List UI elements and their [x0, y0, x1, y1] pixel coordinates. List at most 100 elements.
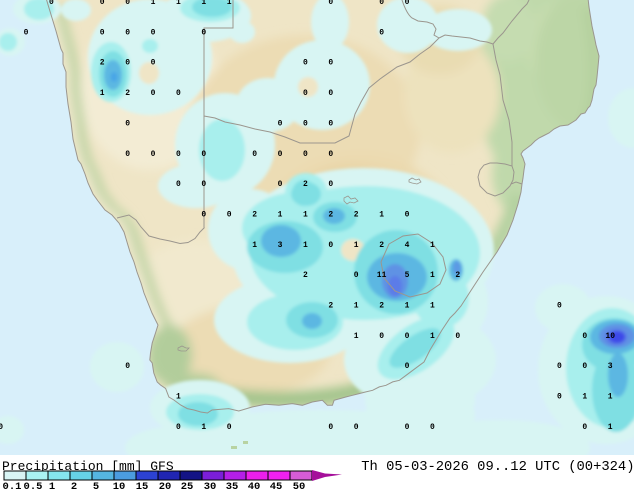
svg-text:0: 0: [379, 0, 384, 7]
svg-text:2: 2: [379, 302, 384, 311]
svg-text:0: 0: [201, 211, 206, 220]
svg-text:0: 0: [405, 211, 410, 220]
svg-text:1: 1: [227, 0, 232, 7]
svg-text:0: 0: [379, 28, 384, 37]
svg-text:1: 1: [379, 211, 384, 220]
svg-text:3: 3: [608, 362, 613, 371]
svg-text:1: 1: [176, 0, 181, 7]
svg-text:1: 1: [201, 423, 206, 432]
svg-text:0: 0: [582, 423, 587, 432]
svg-text:0: 0: [252, 150, 257, 159]
svg-text:0: 0: [328, 59, 333, 68]
svg-text:1: 1: [430, 302, 435, 311]
svg-text:50: 50: [293, 481, 306, 490]
svg-text:0: 0: [405, 423, 410, 432]
svg-text:0: 0: [303, 150, 308, 159]
svg-text:0: 0: [24, 28, 29, 37]
svg-text:Precipitation [mm] GFS: Precipitation [mm] GFS: [2, 459, 174, 474]
svg-text:1: 1: [430, 271, 435, 280]
svg-text:2: 2: [379, 241, 384, 250]
svg-text:0: 0: [176, 180, 181, 189]
svg-text:2: 2: [252, 211, 257, 220]
svg-text:1: 1: [303, 241, 308, 250]
svg-text:0: 0: [455, 332, 460, 341]
svg-text:10: 10: [605, 332, 615, 341]
svg-text:0: 0: [49, 0, 54, 7]
svg-text:0: 0: [328, 241, 333, 250]
svg-text:2: 2: [354, 211, 359, 220]
svg-text:3: 3: [278, 241, 283, 250]
svg-text:0: 0: [201, 180, 206, 189]
svg-text:0: 0: [125, 119, 130, 128]
svg-text:2: 2: [100, 59, 105, 68]
svg-text:0: 0: [278, 150, 283, 159]
svg-text:0: 0: [151, 89, 156, 98]
svg-text:0: 0: [176, 423, 181, 432]
svg-text:Th 05-03-2026 09..12 UTC (00+3: Th 05-03-2026 09..12 UTC (00+324): [361, 459, 634, 475]
svg-text:0: 0: [430, 423, 435, 432]
svg-text:0: 0: [405, 0, 410, 7]
svg-text:1: 1: [151, 0, 156, 7]
svg-text:0: 0: [354, 423, 359, 432]
svg-text:30: 30: [204, 481, 217, 490]
svg-text:0: 0: [176, 150, 181, 159]
svg-text:1: 1: [354, 241, 359, 250]
svg-text:5: 5: [405, 271, 410, 280]
svg-text:0: 0: [100, 0, 105, 7]
svg-text:0: 0: [125, 59, 130, 68]
svg-text:1: 1: [582, 393, 587, 402]
svg-text:0: 0: [379, 332, 384, 341]
svg-text:1: 1: [278, 211, 283, 220]
svg-text:0: 0: [328, 119, 333, 128]
svg-text:40: 40: [248, 481, 261, 490]
svg-text:1: 1: [430, 241, 435, 250]
svg-text:0: 0: [278, 119, 283, 128]
svg-text:2: 2: [303, 180, 308, 189]
svg-text:1: 1: [252, 241, 257, 250]
svg-text:0: 0: [125, 28, 130, 37]
svg-text:0: 0: [328, 423, 333, 432]
svg-text:45: 45: [270, 481, 283, 490]
svg-text:0: 0: [328, 89, 333, 98]
svg-text:0.1: 0.1: [3, 481, 22, 490]
svg-text:0: 0: [405, 332, 410, 341]
svg-text:1: 1: [608, 423, 613, 432]
svg-text:2: 2: [328, 302, 333, 311]
svg-text:0: 0: [151, 150, 156, 159]
svg-text:0.5: 0.5: [24, 481, 43, 490]
svg-text:0: 0: [151, 28, 156, 37]
svg-text:1: 1: [201, 0, 206, 7]
svg-text:0: 0: [201, 150, 206, 159]
svg-text:0: 0: [227, 423, 232, 432]
svg-text:0: 0: [557, 393, 562, 402]
svg-text:11: 11: [377, 271, 387, 280]
svg-text:0: 0: [151, 59, 156, 68]
svg-text:5: 5: [93, 481, 99, 490]
svg-text:1: 1: [176, 393, 181, 402]
svg-text:1: 1: [354, 332, 359, 341]
svg-text:0: 0: [557, 362, 562, 371]
svg-text:0: 0: [0, 423, 3, 432]
svg-text:2: 2: [328, 211, 333, 220]
svg-text:15: 15: [136, 481, 149, 490]
svg-text:10: 10: [113, 481, 126, 490]
svg-text:0: 0: [582, 362, 587, 371]
svg-text:1: 1: [430, 332, 435, 341]
svg-text:1: 1: [354, 302, 359, 311]
svg-text:2: 2: [125, 89, 130, 98]
svg-text:0: 0: [405, 362, 410, 371]
svg-text:0: 0: [303, 119, 308, 128]
svg-text:1: 1: [405, 302, 410, 311]
svg-text:2: 2: [455, 271, 460, 280]
svg-text:0: 0: [125, 150, 130, 159]
svg-text:0: 0: [100, 28, 105, 37]
svg-text:1: 1: [608, 393, 613, 402]
svg-text:0: 0: [328, 150, 333, 159]
svg-text:0: 0: [227, 211, 232, 220]
svg-text:0: 0: [201, 28, 206, 37]
svg-text:1: 1: [49, 481, 55, 490]
svg-text:35: 35: [226, 481, 239, 490]
svg-text:0: 0: [125, 362, 130, 371]
svg-text:1: 1: [100, 89, 105, 98]
svg-text:0: 0: [328, 180, 333, 189]
